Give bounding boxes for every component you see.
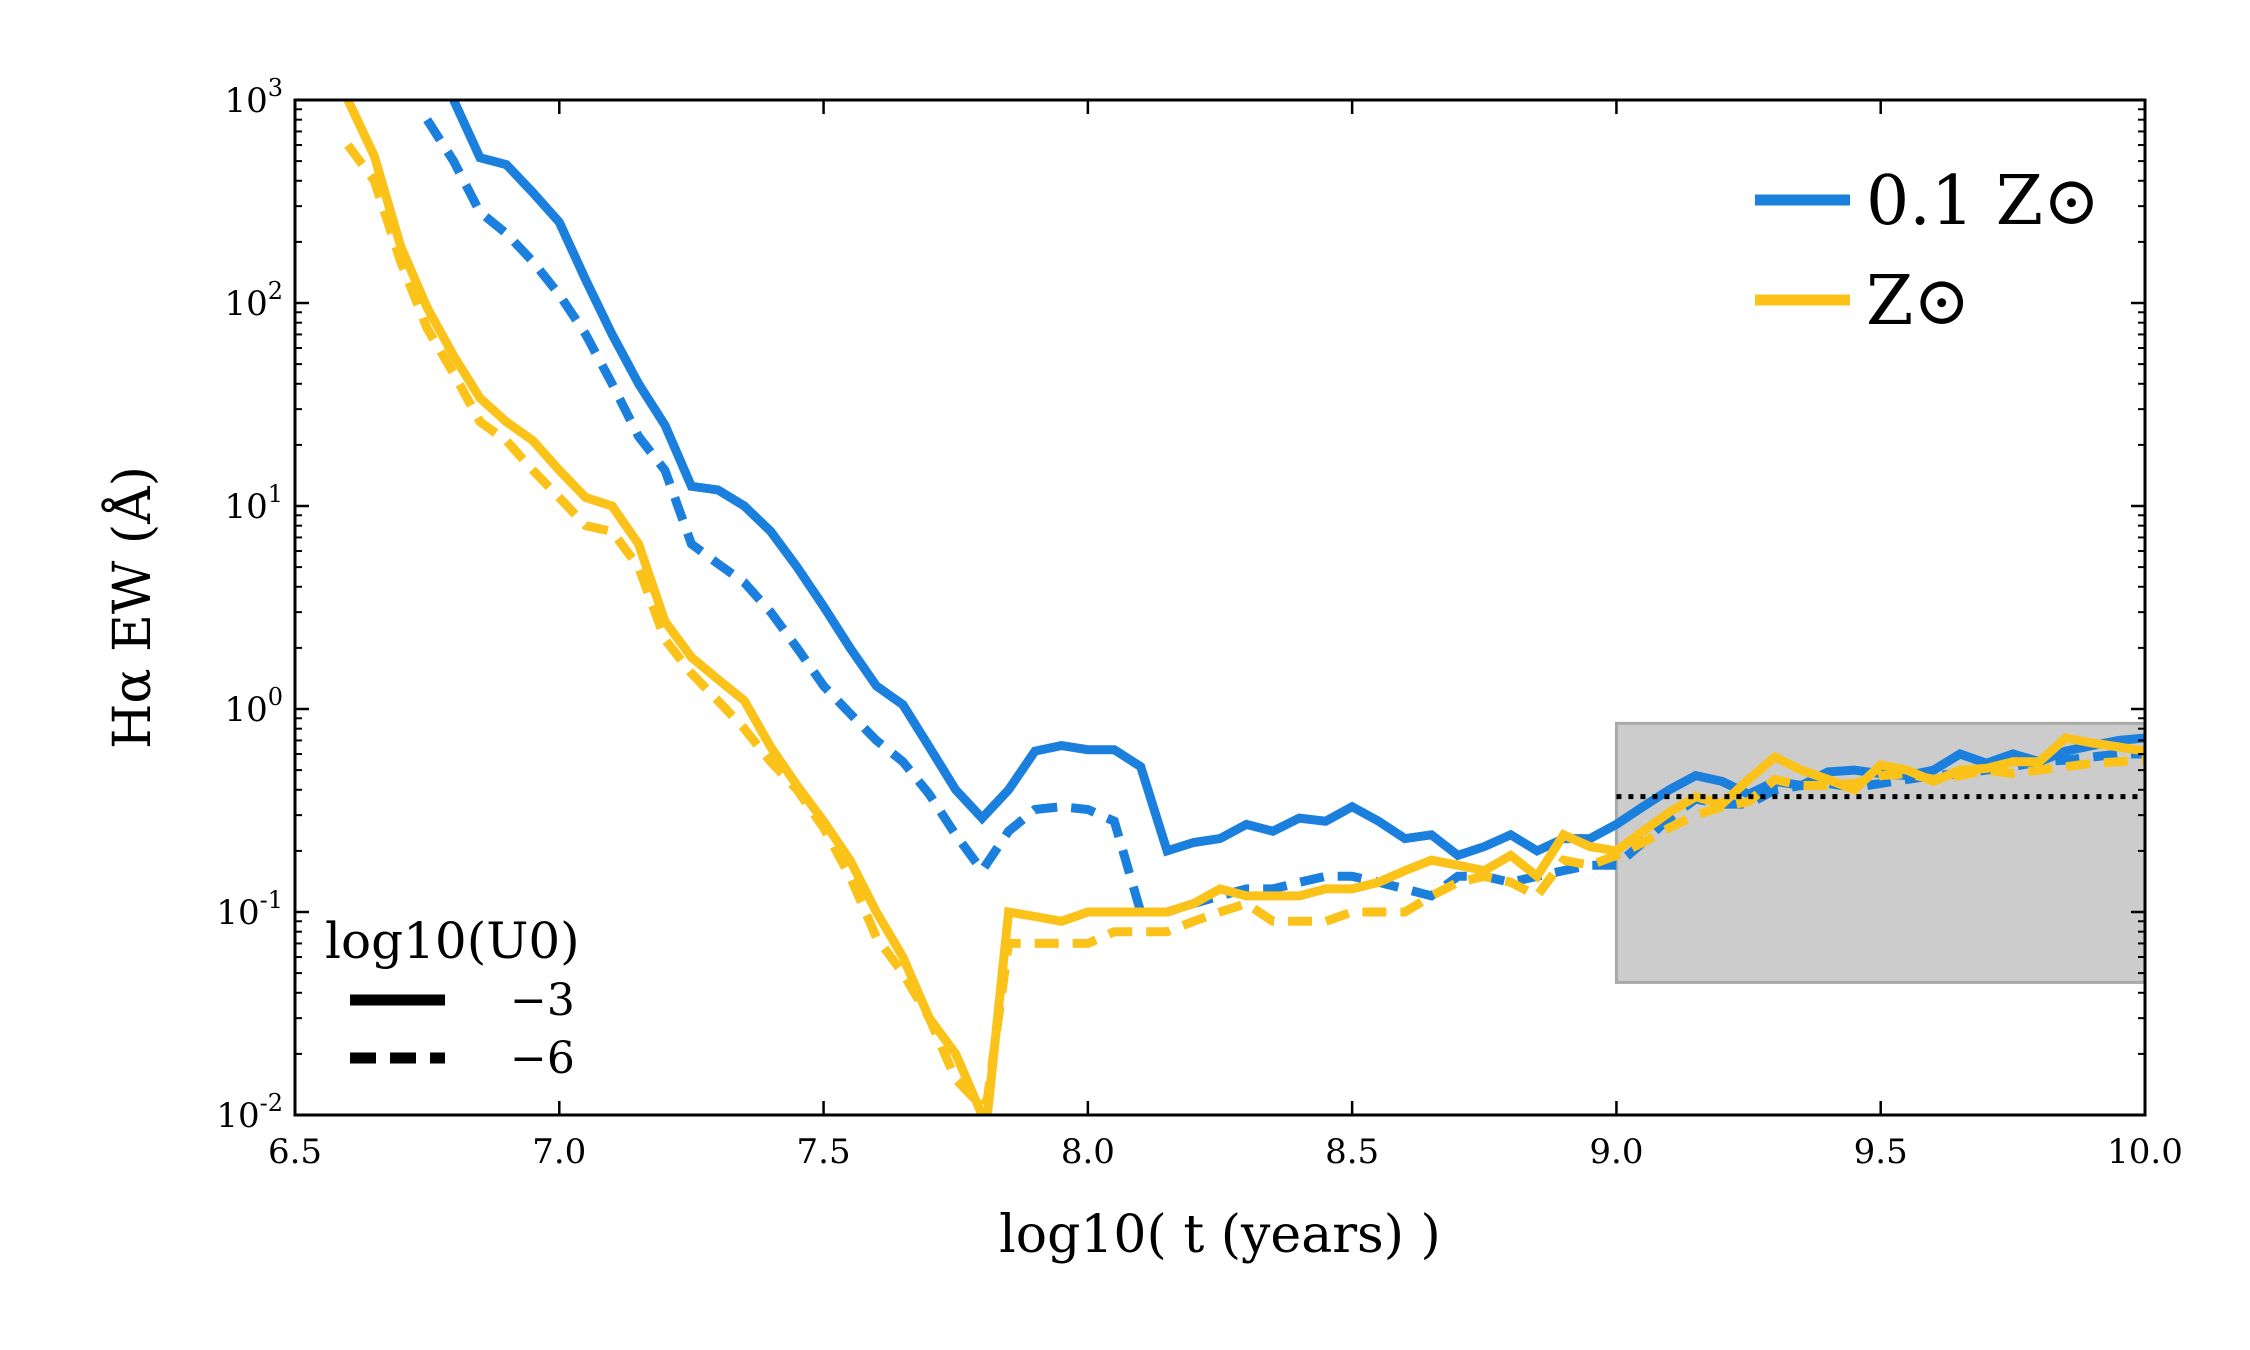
- x-tick-label: 9.5: [1854, 1132, 1908, 1172]
- y-tick-label: 10-1: [216, 886, 283, 933]
- linestyle-legend-label: −3: [510, 975, 575, 1026]
- x-tick-label: 8.5: [1325, 1132, 1379, 1172]
- plot-inner: [343, 100, 2145, 1115]
- linestyle-legend-title: log10(U0): [325, 912, 580, 970]
- y-tick-label: 10-2: [216, 1089, 283, 1136]
- yellow-dashed-series-line: [344, 142, 2145, 1114]
- x-tick-label: 6.5: [268, 1132, 322, 1172]
- plot-frame: [293, 98, 2147, 1117]
- plot-area: [343, 100, 2145, 1115]
- x-tick-label: 8.0: [1061, 1132, 1115, 1172]
- legend-label-metallicity: Z⊙: [1866, 262, 1970, 341]
- blue-dashed-series-line: [423, 117, 2145, 917]
- axes: 6.5 7.0 7.5 8.0 8.5 9.0 9.5 10.0 10-2 10-1 100 101 1…: [101, 74, 2183, 1265]
- legends: 0.1 Z⊙ Z⊙ log10(U0)−3 −6: [325, 162, 2100, 1084]
- y-tick-label: 101: [224, 480, 283, 527]
- x-tick-label: 7.5: [797, 1132, 851, 1172]
- x-tick-label: 7.0: [532, 1132, 586, 1172]
- linestyle-legend-label: −6: [510, 1033, 575, 1084]
- y-axis-label: Hα EW (Å): [101, 466, 163, 749]
- y-tick-label: 102: [224, 277, 283, 324]
- y-tick-label: 100: [224, 683, 283, 730]
- x-tick-label: 9.0: [1589, 1132, 1643, 1172]
- x-tick-label: 10.0: [2107, 1132, 2183, 1172]
- blue-solid-series-line: [449, 100, 2145, 861]
- legend-label-metallicity: 0.1 Z⊙: [1866, 162, 2100, 241]
- yellow-solid-series-line: [343, 100, 2145, 1115]
- y-tick-label: 103: [224, 74, 283, 121]
- x-axis-label: log10( t (years) ): [999, 1205, 1441, 1265]
